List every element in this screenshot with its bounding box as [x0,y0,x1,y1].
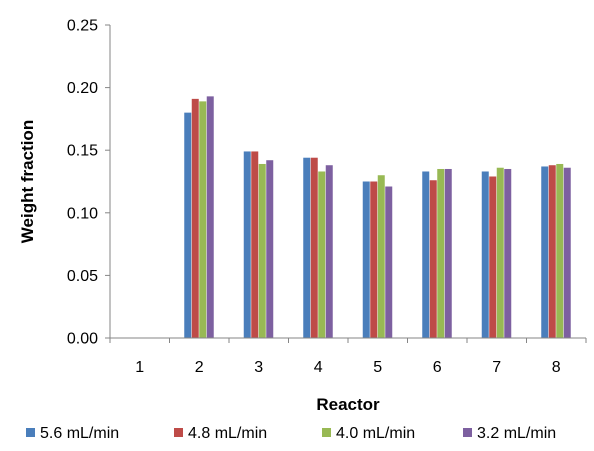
bar-reactor-2-series-4 [206,96,214,338]
bar-reactor-7-series-3 [496,167,504,338]
legend-label-4: 3.2 mL/min [477,425,556,442]
bar-reactor-3-series-4 [266,160,274,338]
bar-reactor-4-series-4 [325,165,333,338]
bar-reactor-2-series-1 [184,112,192,338]
x-tick-label: 4 [314,359,323,376]
bar-reactor-5-series-3 [377,175,385,338]
bars [184,96,571,338]
x-axis-ticks: 1 2 3 4 5 6 7 8 [109,338,587,376]
x-tick-label: 1 [135,359,144,376]
bar-reactor-5-series-2 [370,181,378,338]
bar-reactor-3-series-3 [258,163,266,338]
x-tick-label: 6 [433,359,442,376]
legend-label-1: 5.6 mL/min [40,425,119,442]
x-tick-label: 2 [195,359,204,376]
legend-label-2: 4.8 mL/min [188,425,267,442]
bar-reactor-5-series-1 [362,181,370,338]
y-tick-label: 0.20 [67,80,98,97]
y-axis-ticks: 0.00 0.05 0.10 0.15 0.20 0.25 [67,18,110,348]
legend-swatch-3 [322,428,331,437]
y-tick-label: 0.25 [67,18,98,35]
legend-label-3: 4.0 mL/min [336,425,415,442]
legend-swatch-2 [174,428,183,437]
bar-reactor-4-series-3 [318,171,326,338]
y-tick-label: 0.15 [67,143,98,160]
bar-reactor-5-series-4 [385,186,393,338]
y-tick-label: 0.10 [67,205,98,222]
legend-swatch-1 [26,428,35,437]
bar-reactor-6-series-2 [429,180,437,338]
x-tick-label: 5 [373,359,382,376]
bar-reactor-6-series-3 [437,168,445,338]
legend-swatch-4 [463,428,472,437]
bar-reactor-3-series-1 [243,151,251,338]
bar-reactor-7-series-1 [481,171,489,338]
bar-reactor-2-series-2 [191,98,199,338]
y-tick-label: 0.05 [67,268,98,285]
y-tick-label: 0.00 [67,331,98,348]
legend: 5.6 mL/min 4.8 mL/min 4.0 mL/min 3.2 mL/min [26,425,556,442]
bar-reactor-8-series-3 [556,163,564,338]
x-axis-title: Reactor [316,395,380,414]
bar-reactor-6-series-4 [444,168,452,338]
bar-reactor-7-series-2 [489,176,497,338]
bar-reactor-8-series-1 [541,166,549,338]
bar-reactor-4-series-1 [303,157,311,338]
bar-reactor-2-series-3 [199,101,207,338]
x-tick-label: 3 [254,359,263,376]
x-tick-label: 7 [492,359,501,376]
bar-reactor-3-series-2 [251,151,259,338]
x-tick-label: 8 [552,359,561,376]
bar-reactor-6-series-1 [422,171,430,338]
bar-reactor-7-series-4 [504,168,512,338]
bar-reactor-4-series-2 [310,157,318,338]
bar-reactor-8-series-4 [563,167,571,338]
y-axis-title: Weight fraction [18,120,37,243]
bar-reactor-8-series-2 [548,165,556,338]
